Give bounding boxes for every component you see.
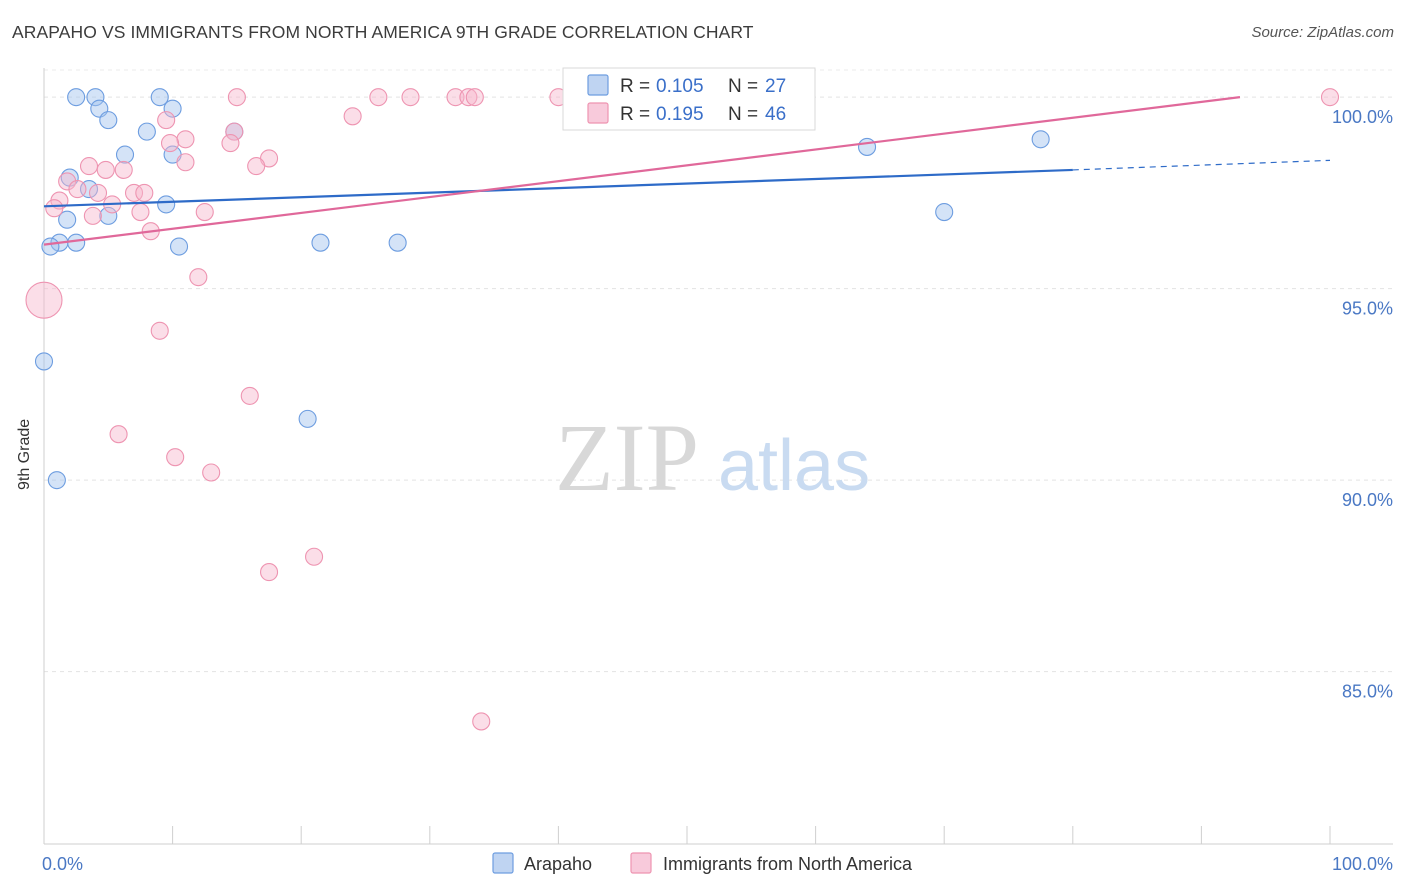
immigrants-point bbox=[305, 547, 324, 566]
arapaho-point bbox=[169, 237, 189, 256]
legend-r-value-2: 0.195 bbox=[656, 104, 704, 125]
immigrants-point bbox=[343, 107, 362, 126]
immigrants-point bbox=[202, 463, 221, 482]
immigrants-point bbox=[472, 712, 491, 731]
arapaho-point bbox=[137, 122, 156, 141]
immigrants-point bbox=[225, 122, 244, 141]
stats-legend: R = 0.105 N = 27 R = 0.195 N = 46 bbox=[562, 67, 816, 131]
immigrants-point bbox=[176, 153, 195, 172]
arapaho-point bbox=[58, 210, 77, 229]
legend-n-label-2: N = bbox=[728, 104, 758, 125]
arapaho-point bbox=[150, 88, 169, 107]
immigrants-point bbox=[401, 88, 420, 107]
immigrants-point bbox=[369, 88, 388, 107]
arapaho-point bbox=[298, 409, 317, 428]
immigrants-point bbox=[68, 180, 87, 199]
immigrants-point bbox=[79, 157, 99, 176]
immigrants-trend-line bbox=[43, 96, 1241, 246]
legend-n-label-1: N = bbox=[728, 76, 758, 97]
immigrants-point bbox=[195, 203, 214, 222]
legend-n-value-2: 46 bbox=[765, 104, 786, 125]
arapaho-point bbox=[1031, 130, 1050, 149]
arapaho-point bbox=[86, 88, 105, 107]
immigrants-point bbox=[45, 199, 64, 218]
arapaho-point bbox=[311, 233, 330, 252]
arapaho-point bbox=[41, 237, 60, 256]
arapaho-point bbox=[34, 352, 54, 371]
immigrants-point bbox=[25, 281, 63, 319]
immigrants-point bbox=[135, 183, 154, 202]
immigrants-point bbox=[124, 183, 144, 202]
immigrants-point bbox=[189, 268, 208, 287]
legend-r-value-1: 0.105 bbox=[656, 76, 704, 97]
immigrants-point bbox=[227, 88, 246, 107]
y-tick-label: 90.0% bbox=[1342, 490, 1393, 510]
axes: 85.0% 90.0% 95.0% 100.0% 0.0% 100.0% bbox=[42, 68, 1393, 874]
immigrants-point bbox=[109, 425, 128, 444]
arapaho-point bbox=[157, 195, 176, 214]
immigrants-point bbox=[131, 203, 150, 222]
immigrants-point bbox=[83, 206, 102, 225]
immigrants-point bbox=[446, 88, 465, 107]
immigrants-point bbox=[259, 563, 279, 582]
watermark-atlas: atlas bbox=[718, 426, 870, 506]
arapaho-point bbox=[99, 111, 118, 130]
y-tick-label: 95.0% bbox=[1342, 299, 1393, 319]
y-tick-label: 85.0% bbox=[1342, 682, 1393, 702]
y-tick-label: 100.0% bbox=[1332, 107, 1393, 127]
x-tick-label-max: 100.0% bbox=[1332, 854, 1393, 874]
bottom-legend-swatch-arapaho bbox=[492, 852, 514, 874]
bottom-legend-swatch-immigrants bbox=[630, 852, 652, 874]
arapaho-point bbox=[388, 233, 407, 252]
chart-source: Source: ZipAtlas.com bbox=[1251, 24, 1394, 41]
arapaho-point bbox=[857, 137, 877, 156]
immigrants-point bbox=[176, 130, 195, 149]
arapaho-point bbox=[115, 145, 135, 164]
watermark: ZIP atlas bbox=[555, 404, 870, 511]
legend-swatch-arapaho bbox=[587, 74, 609, 96]
arapaho-point bbox=[935, 203, 954, 222]
immigrants-point bbox=[1320, 88, 1340, 107]
x-tick-label-min: 0.0% bbox=[42, 854, 83, 874]
arapaho-point bbox=[47, 471, 66, 490]
arapaho-point bbox=[67, 233, 86, 252]
immigrants-point bbox=[160, 134, 180, 153]
immigrants-point bbox=[465, 88, 484, 107]
immigrants-point bbox=[114, 160, 133, 179]
immigrants-point bbox=[240, 386, 259, 405]
immigrants-point bbox=[247, 157, 266, 176]
immigrants-point bbox=[459, 88, 478, 107]
legend-swatch-immigrants bbox=[587, 102, 609, 124]
arapaho-trend-line bbox=[43, 168, 1073, 208]
immigrants-point bbox=[88, 183, 108, 202]
gridlines bbox=[44, 69, 1394, 673]
series-legend: Arapaho Immigrants from North America bbox=[492, 852, 913, 874]
legend-r-label-1: R = bbox=[620, 76, 650, 97]
watermark-zip: ZIP bbox=[555, 404, 699, 511]
immigrants-point bbox=[96, 160, 115, 179]
legend-n-value-1: 27 bbox=[765, 76, 786, 97]
arapaho-point bbox=[163, 99, 182, 118]
arapaho-point bbox=[99, 206, 118, 225]
legend-r-label-2: R = bbox=[620, 104, 650, 125]
bottom-legend-label-immigrants: Immigrants from North America bbox=[663, 854, 913, 874]
immigrants-point bbox=[157, 111, 176, 130]
immigrants-point bbox=[166, 448, 185, 467]
immigrants-point bbox=[221, 134, 240, 153]
chart-title: ARAPAHO VS IMMIGRANTS FROM NORTH AMERICA… bbox=[12, 22, 754, 42]
bottom-legend-label-arapaho: Arapaho bbox=[524, 854, 592, 874]
arapaho-point bbox=[67, 88, 86, 107]
immigrants-point bbox=[150, 321, 169, 340]
trend-lines bbox=[43, 96, 1331, 246]
immigrants-point bbox=[58, 172, 77, 191]
arapaho-trend-extension bbox=[1072, 159, 1331, 171]
